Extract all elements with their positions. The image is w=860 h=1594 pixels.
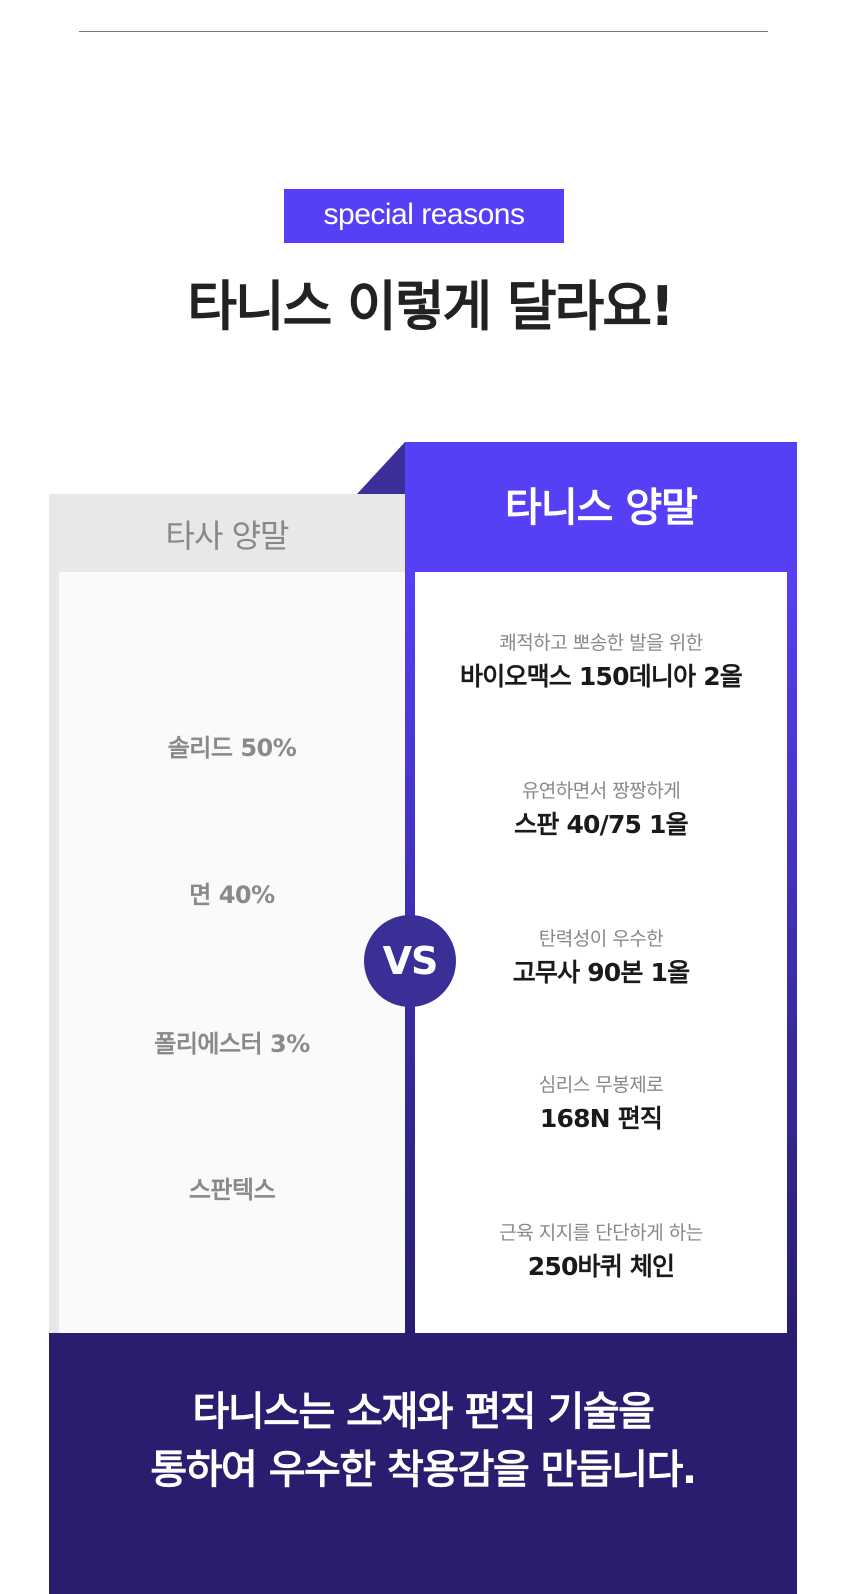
item-sub: 근육 지지를 단단하게 하는: [499, 1222, 703, 1244]
title-normal: 타니스 이렇게: [187, 275, 507, 338]
item-main: 168N 편직: [539, 1104, 663, 1133]
item-main: 스판 40/75 1올: [514, 810, 689, 839]
list-item: 면 40%: [189, 881, 275, 909]
vs-badge: VS: [364, 915, 456, 1007]
item-sub: 심리스 무봉제로: [538, 1074, 664, 1096]
list-item: 심리스 무봉제로 168N 편직: [415, 1070, 787, 1135]
competitor-header: 타사 양말: [165, 517, 290, 555]
footer-banner: 타니스는 소재와 편직 기술을 통하여 우수한 착용감을 만듭니다.: [49, 1333, 797, 1594]
divider: [79, 31, 768, 32]
item-main: 250바퀴 체인: [527, 1252, 675, 1281]
item-main: 고무사 90본 1올: [512, 958, 690, 987]
ribbon-fold: [357, 442, 405, 494]
competitor-column: 타사 양말 솔리드 50% 면 40% 폴리에스터 3% 스판텍스: [49, 494, 405, 1333]
item-sub: 탄력성이 우수한: [538, 928, 664, 950]
title-bold: 달라요!: [507, 275, 675, 338]
list-item: 폴리에스터 3%: [154, 1030, 310, 1058]
list-item: 근육 지지를 단단하게 하는 250바퀴 체인: [415, 1218, 787, 1283]
list-item: 스판텍스: [188, 1176, 276, 1204]
footer-line: 통하여 우수한 착용감을 만듭니다.: [150, 1447, 697, 1493]
competitor-list: 솔리드 50% 면 40% 폴리에스터 3% 스판텍스: [59, 572, 405, 1333]
list-item: 솔리드 50%: [167, 734, 297, 762]
item-sub: 쾌적하고 뽀송한 발을 위한: [499, 632, 703, 654]
tanis-header: 타니스 양말: [505, 485, 698, 531]
footer-line: 타니스는 소재와 편직 기술을: [192, 1389, 655, 1435]
item-main: 바이오맥스 150데니아 2올: [460, 662, 743, 691]
item-sub: 유연하면서 짱짱하게: [521, 780, 681, 802]
section-badge: special reasons: [284, 189, 564, 243]
page-title: 타니스 이렇게 달라요!: [0, 262, 860, 341]
